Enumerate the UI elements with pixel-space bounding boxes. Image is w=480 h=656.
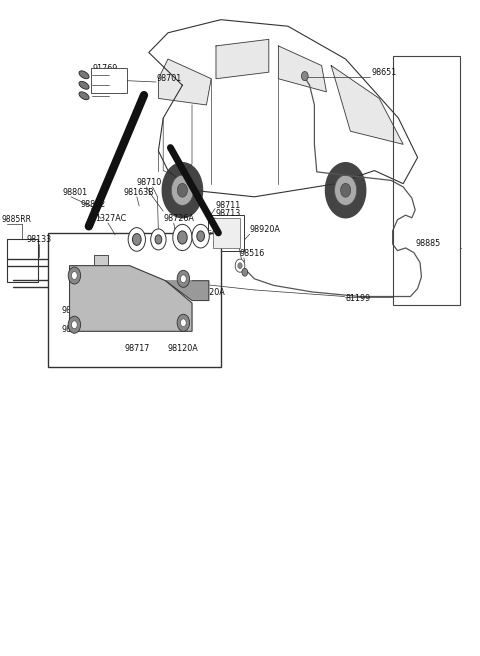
Bar xyxy=(213,218,240,248)
Polygon shape xyxy=(158,59,211,105)
Circle shape xyxy=(235,259,245,272)
Polygon shape xyxy=(331,66,403,144)
Ellipse shape xyxy=(79,92,89,100)
Circle shape xyxy=(177,270,190,287)
Text: 98163B: 98163B xyxy=(124,188,155,197)
Circle shape xyxy=(171,175,193,205)
Text: 98885: 98885 xyxy=(415,239,441,248)
Text: 98133: 98133 xyxy=(26,235,51,244)
Polygon shape xyxy=(278,46,326,92)
Ellipse shape xyxy=(79,81,89,89)
Circle shape xyxy=(72,321,77,329)
Text: 98717: 98717 xyxy=(61,325,87,334)
Polygon shape xyxy=(216,39,269,79)
Circle shape xyxy=(178,231,187,244)
Text: 91769: 91769 xyxy=(93,64,118,73)
Circle shape xyxy=(173,224,192,251)
Circle shape xyxy=(155,235,162,244)
Text: 98710: 98710 xyxy=(137,178,162,187)
Circle shape xyxy=(180,275,186,283)
Circle shape xyxy=(242,268,248,276)
Circle shape xyxy=(180,319,186,327)
Polygon shape xyxy=(325,163,366,218)
Circle shape xyxy=(178,183,187,197)
Text: 98651: 98651 xyxy=(371,68,396,77)
Text: 98717: 98717 xyxy=(61,306,87,315)
Polygon shape xyxy=(162,163,203,218)
Text: 98713: 98713 xyxy=(215,209,240,218)
Text: 98120A: 98120A xyxy=(194,287,225,297)
Text: 98120A: 98120A xyxy=(167,344,198,353)
Circle shape xyxy=(128,228,145,251)
Text: 81199: 81199 xyxy=(346,294,371,303)
Bar xyxy=(7,239,38,282)
Text: 9885RR: 9885RR xyxy=(1,215,32,224)
Circle shape xyxy=(68,316,81,333)
Text: 98801: 98801 xyxy=(62,188,87,197)
Circle shape xyxy=(301,72,308,81)
Text: 1327AC: 1327AC xyxy=(95,214,126,223)
Text: 98120A: 98120A xyxy=(127,283,158,292)
Polygon shape xyxy=(166,281,209,300)
Circle shape xyxy=(72,272,77,279)
Circle shape xyxy=(151,229,166,250)
Circle shape xyxy=(68,267,81,284)
Circle shape xyxy=(238,262,242,269)
Bar xyxy=(393,56,460,305)
Circle shape xyxy=(177,314,190,331)
Polygon shape xyxy=(70,266,192,331)
Text: 98516: 98516 xyxy=(239,249,264,258)
Bar xyxy=(48,233,221,367)
Text: 98920A: 98920A xyxy=(250,225,280,234)
Circle shape xyxy=(192,224,209,248)
Circle shape xyxy=(197,231,204,241)
Bar xyxy=(208,215,244,251)
Bar xyxy=(91,68,127,93)
Text: 98812: 98812 xyxy=(81,199,106,209)
Circle shape xyxy=(132,234,141,245)
Text: H0300R: H0300R xyxy=(212,241,240,247)
Text: 98726A: 98726A xyxy=(163,214,194,223)
Text: 98701: 98701 xyxy=(157,74,182,83)
Text: 91769: 91769 xyxy=(93,85,118,94)
Ellipse shape xyxy=(79,71,89,79)
Text: 98711: 98711 xyxy=(215,201,240,210)
Bar xyxy=(94,255,108,284)
Text: 98717: 98717 xyxy=(125,344,150,353)
Circle shape xyxy=(340,183,350,197)
Circle shape xyxy=(335,175,357,205)
Text: 17301: 17301 xyxy=(93,74,118,83)
Text: BG0385: BG0385 xyxy=(203,230,230,236)
